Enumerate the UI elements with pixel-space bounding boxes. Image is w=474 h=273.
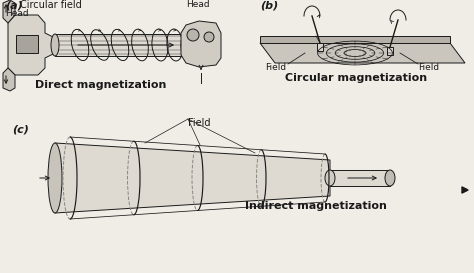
Text: Head: Head xyxy=(5,9,28,18)
Polygon shape xyxy=(3,68,15,91)
Text: Direct magnetization: Direct magnetization xyxy=(35,80,166,90)
Ellipse shape xyxy=(51,34,59,56)
Text: (b): (b) xyxy=(260,0,278,10)
Ellipse shape xyxy=(48,143,62,213)
Text: Circular field: Circular field xyxy=(20,0,82,10)
Text: (c): (c) xyxy=(12,125,29,135)
Polygon shape xyxy=(3,0,15,23)
Ellipse shape xyxy=(385,170,395,186)
Polygon shape xyxy=(55,143,330,213)
Polygon shape xyxy=(260,43,465,63)
Text: Head: Head xyxy=(186,0,210,9)
Polygon shape xyxy=(181,21,221,67)
Ellipse shape xyxy=(181,34,189,56)
Polygon shape xyxy=(260,36,450,43)
Text: Indirect magnetization: Indirect magnetization xyxy=(245,201,387,211)
Text: (a): (a) xyxy=(5,0,23,10)
Text: Field: Field xyxy=(265,63,286,72)
Polygon shape xyxy=(8,15,55,75)
Bar xyxy=(387,47,393,55)
Circle shape xyxy=(187,29,199,41)
Bar xyxy=(330,170,390,186)
Bar xyxy=(317,43,323,51)
Bar xyxy=(55,34,185,56)
Text: Field: Field xyxy=(418,63,439,72)
Bar xyxy=(16,35,38,53)
Text: Circular magnetization: Circular magnetization xyxy=(285,73,427,83)
Text: Field: Field xyxy=(188,118,210,128)
Circle shape xyxy=(204,32,214,42)
Polygon shape xyxy=(462,187,468,193)
Ellipse shape xyxy=(325,170,335,186)
